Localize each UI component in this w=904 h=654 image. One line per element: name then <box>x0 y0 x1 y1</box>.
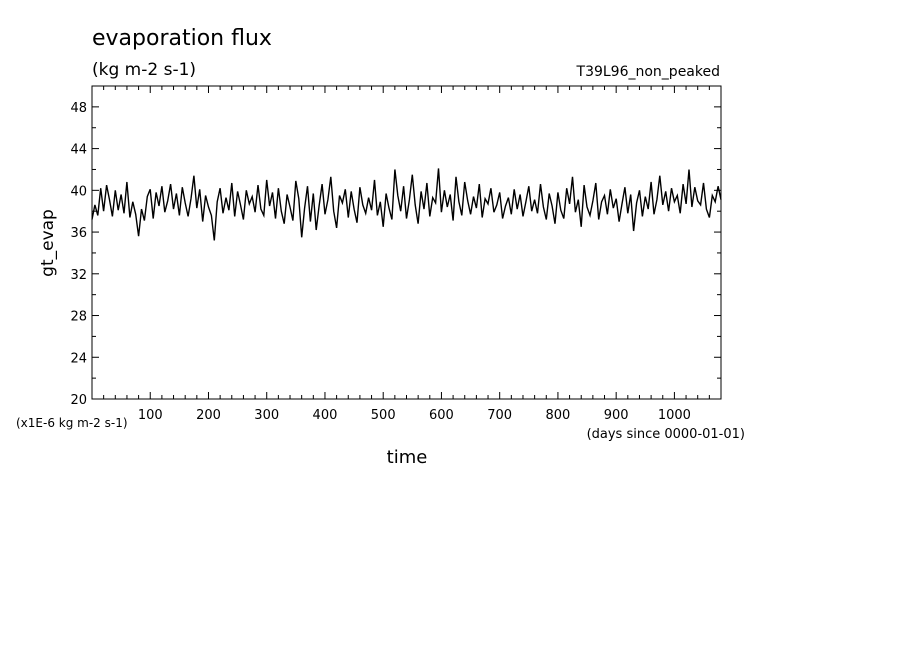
x-tick-label: 1000 <box>658 408 691 423</box>
chart-title: evaporation flux <box>92 26 272 51</box>
y-axis-ticks <box>92 85 721 400</box>
chart-subtitle: (kg m-2 s-1) <box>92 60 196 80</box>
y-axis-tick-labels: 20 24 28 32 36 40 44 48 <box>70 101 87 408</box>
x-tick-label: 300 <box>254 408 279 423</box>
y-tick-label: 20 <box>70 393 87 408</box>
y-axis-unit: (x1E-6 kg m-2 s-1) <box>16 416 128 430</box>
x-tick-label: 700 <box>487 408 512 423</box>
x-axis-ticks <box>103 86 710 399</box>
x-tick-label: 400 <box>313 408 338 423</box>
x-tick-label: 200 <box>196 408 221 423</box>
x-axis-label: time <box>387 447 428 468</box>
x-tick-label: 100 <box>138 408 163 423</box>
y-axis-label: gt_evap <box>38 209 58 277</box>
y-tick-label: 32 <box>70 268 87 283</box>
case-label: T39L96_non_peaked <box>576 64 720 80</box>
x-tick-label: 900 <box>604 408 629 423</box>
plot-frame <box>91 85 722 400</box>
x-tick-label: 500 <box>371 408 396 423</box>
y-tick-label: 36 <box>70 226 87 241</box>
y-tick-label: 40 <box>70 184 87 199</box>
x-axis-tick-labels: 100 200 300 400 500 600 700 800 900 1000 <box>138 408 691 423</box>
y-tick-label: 28 <box>70 310 87 325</box>
x-axis-unit: (days since 0000-01-01) <box>587 427 745 442</box>
x-tick-label: 600 <box>429 408 454 423</box>
y-tick-label: 44 <box>70 143 87 158</box>
y-tick-label: 48 <box>70 101 87 116</box>
x-tick-label: 800 <box>546 408 571 423</box>
series-line-gt-evap <box>91 168 722 241</box>
plot-area <box>91 85 722 400</box>
y-tick-label: 24 <box>70 351 87 366</box>
